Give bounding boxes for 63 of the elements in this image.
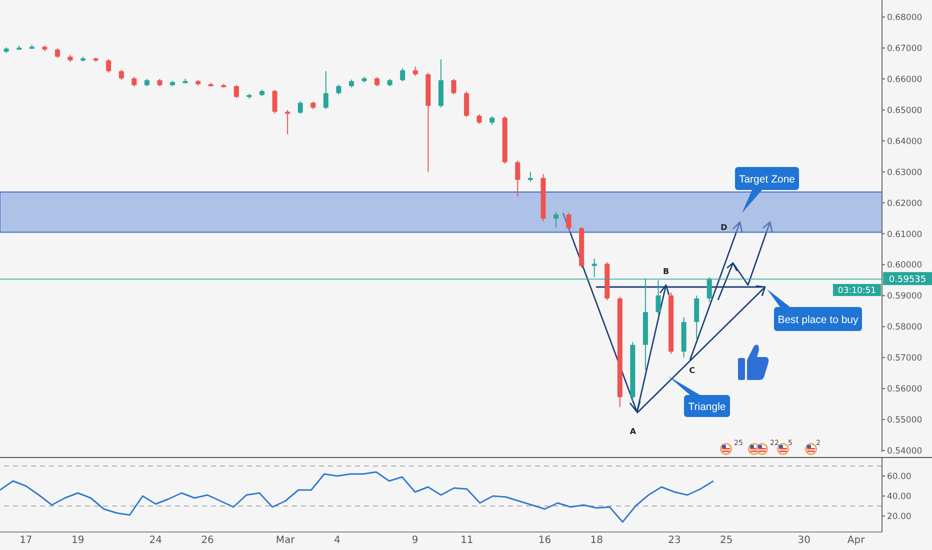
candlestick [528,171,533,182]
y-tick-label: 0.68000 [887,13,922,24]
candlestick [400,68,406,82]
y-tick-label: 0.58000 [887,322,922,333]
x-tick-label: 30 [798,535,811,546]
candlestick [336,84,342,95]
x-tick-label: 11 [460,535,474,546]
y-tick-label: 20.00 [887,512,912,522]
annotation: 03:10:51 [838,286,876,296]
y-tick-label: 0.66000 [887,74,922,85]
x-tick-label: Mar [276,535,296,546]
x-tick-label: 18 [590,535,604,546]
candlestick [118,69,124,80]
candlestick [106,58,112,74]
y-tick-label: 0.67000 [887,44,922,54]
x-tick-label: 23 [668,535,681,546]
candlestick [451,78,456,95]
annotation: Triangle [688,401,726,413]
y-tick-label: 0.61000 [887,230,922,240]
y-tick-label: 0.63000 [887,168,922,178]
annotation: Target Zone [738,174,796,186]
x-tick-label: 19 [71,535,84,546]
y-tick-label: 0.54000 [887,446,922,456]
y-tick-label: 0.62000 [887,198,922,209]
x-tick-label: 26 [201,535,214,546]
candlestick [464,90,470,118]
annotation: B [662,267,670,276]
x-tick-label: 9 [412,535,418,546]
x-tick-label: 16 [538,535,552,546]
candlestick [285,109,290,135]
y-tick-label: 0.55000 [887,416,922,426]
candlestick [54,48,60,58]
candlestick [694,295,700,340]
y-tick-label: 40.00 [887,492,912,502]
y-tick-label: 0.65000 [887,106,922,116]
annotation: C [689,366,696,375]
candlestick [323,70,328,110]
y-tick-label: 0.56000 [887,384,922,395]
candlestick [298,100,303,114]
y-tick-label: 0.57000 [887,354,922,364]
candlestick [132,76,137,88]
annotation: D [720,223,728,232]
x-tick-label: 25 [720,535,733,546]
candlestick [566,212,572,232]
y-tick-label: 0.59000 [887,292,922,302]
x-tick-label: Apr [847,535,866,546]
x-tick-label: 4 [334,535,340,546]
line-series [0,471,714,523]
annotation: Best place to buy [778,314,860,326]
x-tick-label: 17 [20,535,32,546]
candlestick [515,160,520,198]
y-tick-label: 60.00 [887,472,912,482]
x-tick-label: 24 [149,535,162,546]
candlestick [272,89,278,114]
ref-line-label: 0.59535 [888,275,926,286]
candlestick [412,66,418,76]
y-tick-label: 0.64000 [887,136,922,147]
candlestick [476,114,482,124]
candlestick [374,76,380,87]
y-tick-label: 0.60000 [887,260,922,271]
candlestick [553,212,558,228]
annotation: A [630,427,637,436]
candlestick [234,84,239,99]
